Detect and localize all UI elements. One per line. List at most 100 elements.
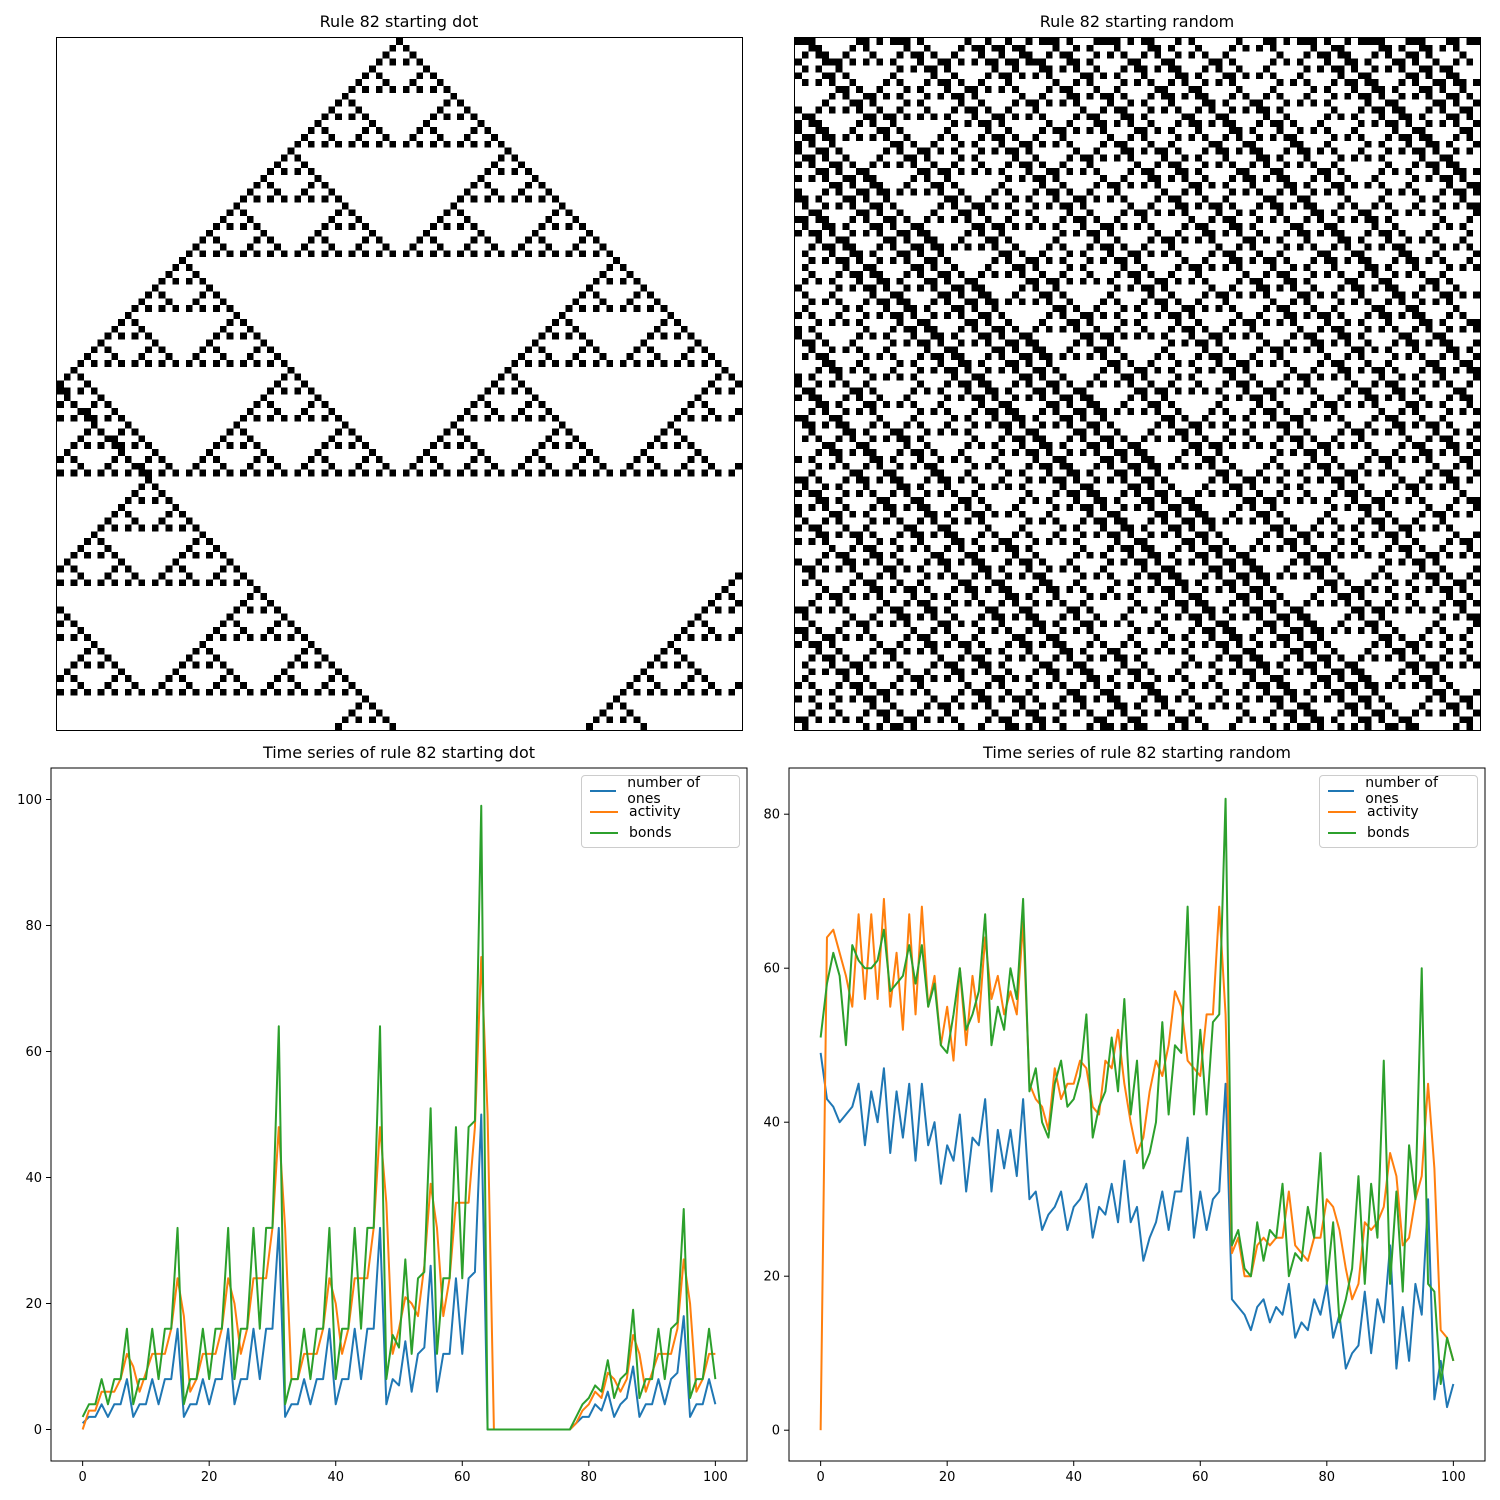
ca-cell-run <box>538 236 546 244</box>
legend-item-bonds: bonds <box>590 822 731 843</box>
ca-cell-run <box>1276 421 1291 429</box>
ca-cell-run <box>1262 545 1270 552</box>
ca-cell-run <box>1405 140 1413 148</box>
ca-cell-run <box>937 428 945 436</box>
ca-cell-run <box>1351 476 1358 484</box>
ca-cell-run <box>1235 38 1243 45</box>
ca-cell-run <box>903 154 918 162</box>
ca-cell-run <box>660 318 668 326</box>
ca-cell-run <box>1425 627 1433 635</box>
ca-cell-run <box>1418 545 1426 552</box>
ca-cell-run <box>856 360 863 367</box>
ca-cell-run <box>1296 702 1311 710</box>
ca-cell-run <box>1391 497 1399 504</box>
ca-cell-run <box>944 257 951 265</box>
ca-cell-run <box>1229 257 1243 265</box>
ca-cell-run <box>917 435 924 443</box>
ca-cell-run <box>321 181 329 189</box>
ca-cell-run <box>1310 716 1325 724</box>
ca-cell-run <box>1466 401 1474 408</box>
ca-cell-run <box>1466 613 1480 621</box>
ca-cell-run <box>260 688 268 696</box>
ca-cell-run <box>896 709 904 717</box>
ca-cell-run <box>1256 106 1270 114</box>
ca-cell-run <box>869 133 877 141</box>
ca-cell-run <box>443 209 451 217</box>
ca-cell-run <box>1113 188 1121 196</box>
ca-cell-run <box>212 291 220 299</box>
ca-cell-run <box>1324 99 1331 107</box>
axes-frame <box>788 767 1486 1462</box>
ca-cell-run <box>1391 58 1406 66</box>
ca-cell-run <box>1290 140 1304 148</box>
legend-item-number-of-ones: number of ones <box>590 775 731 807</box>
ca-cell-run <box>1181 661 1189 669</box>
ca-cell-run <box>335 113 342 121</box>
ca-cell-run <box>1093 325 1101 333</box>
ca-cell-run <box>212 442 220 450</box>
ca-cell-run <box>626 353 634 361</box>
ca-cell-run <box>842 175 857 182</box>
ca-cell-run <box>1330 147 1338 155</box>
ca-cell-run <box>1134 305 1141 313</box>
ca-cell-run <box>1249 606 1263 614</box>
ca-cell-run <box>917 599 931 607</box>
ca-cell-run <box>910 688 918 696</box>
ca-cell-run <box>1256 442 1263 450</box>
ca-cell-run <box>1222 195 1230 203</box>
ca-cell-run <box>1391 222 1399 230</box>
ca-cell-run <box>971 490 979 498</box>
ca-cell-run <box>70 401 78 408</box>
ca-cell-run <box>1229 127 1243 134</box>
ca-cell-run <box>70 455 78 463</box>
ca-cell-run <box>1303 476 1311 484</box>
ca-cell-run <box>842 195 857 203</box>
ca-cell-run <box>1256 490 1263 498</box>
ca-cell-run <box>1330 360 1345 367</box>
y-tick-label: 40 <box>25 1171 42 1186</box>
ca-cell-run <box>172 360 180 367</box>
ca-cell-run <box>991 257 999 265</box>
ca-cell-run <box>950 51 958 59</box>
ca-cell-run <box>957 58 965 66</box>
ca-cell-run <box>1134 675 1141 683</box>
ca-cell-run <box>301 661 308 669</box>
ca-cell-run <box>991 133 1006 141</box>
ca-cell-run <box>1127 154 1135 162</box>
ca-cell-run <box>1086 229 1101 237</box>
ca-cell-run <box>1093 572 1101 580</box>
ca-cell-run <box>1276 634 1291 641</box>
ca-cell-run <box>233 579 241 587</box>
ca-cell-run <box>1168 551 1175 559</box>
ca-cell-run <box>1120 524 1135 532</box>
ca-cell-run <box>1208 332 1223 340</box>
ca-cell-run <box>1222 298 1230 306</box>
ca-cell-run <box>896 229 911 237</box>
ca-cell-run <box>978 380 992 388</box>
ca-cell-run <box>1459 490 1467 498</box>
ca-cell-run <box>991 147 999 155</box>
ca-cell-run <box>165 353 173 361</box>
ca-cell-run <box>1269 606 1277 614</box>
ca-cell-run <box>984 298 999 306</box>
ca-cell-run <box>1229 414 1236 422</box>
ca-cell-run <box>1113 140 1128 148</box>
ca-cell-run <box>1439 517 1447 525</box>
ca-cell-run <box>362 250 369 258</box>
ca-cell-run <box>1147 586 1155 593</box>
ca-cell-run <box>1235 551 1250 559</box>
x-tick-label: 100 <box>703 1470 728 1485</box>
ca-cell-run <box>1140 407 1148 415</box>
ca-cell-run <box>1018 421 1026 429</box>
ca-cell-run <box>497 154 505 162</box>
ca-cell-run <box>849 270 863 278</box>
ca-cell-run <box>957 394 965 402</box>
ca-cell-run <box>930 647 938 655</box>
ca-cell-run <box>917 250 924 258</box>
ca-cell-run <box>280 154 288 162</box>
ca-cell-run <box>1045 599 1053 607</box>
ca-cell-run <box>1249 277 1263 285</box>
ca-cell-run <box>1357 716 1372 724</box>
ca-cell-run <box>1344 318 1352 326</box>
ca-cell-run <box>1425 572 1440 580</box>
